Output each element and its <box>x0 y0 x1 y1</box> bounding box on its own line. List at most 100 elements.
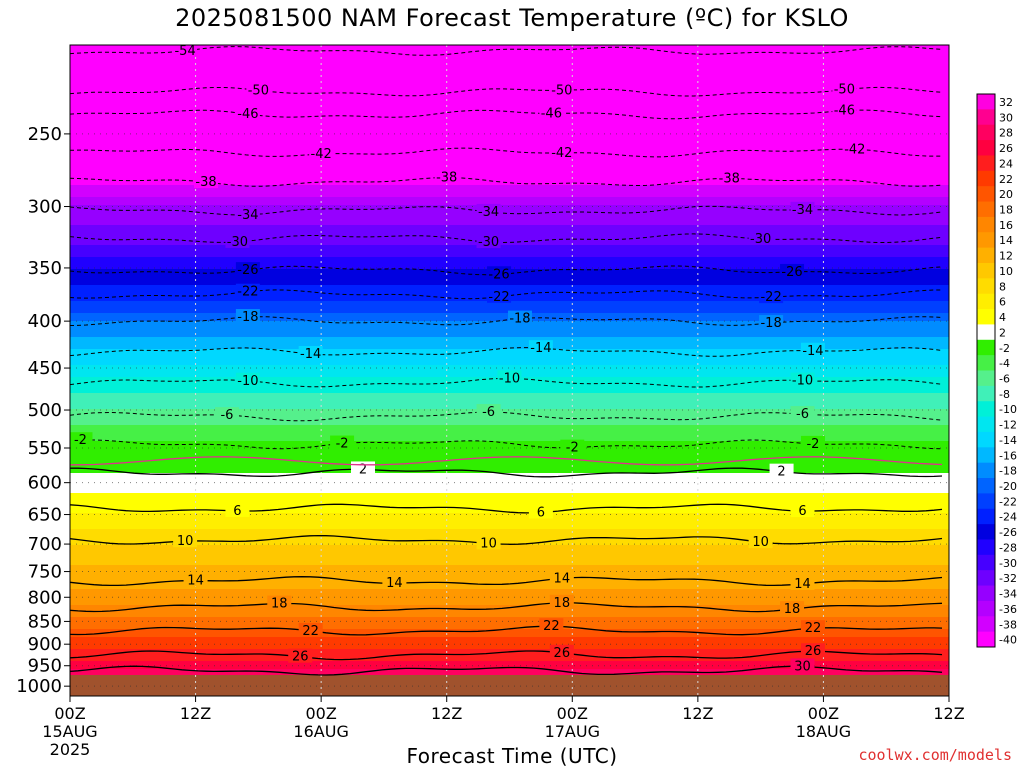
x-tick-year: 2025 <box>50 740 91 759</box>
contour-label: -46 <box>541 106 562 121</box>
chart-title: 2025081500 NAM Forecast Temperature (ºC)… <box>175 4 849 32</box>
contour-label-bg <box>235 283 260 298</box>
contour-line <box>70 534 943 545</box>
contour-label: 22 <box>805 621 822 636</box>
contour-label-bg <box>70 432 93 447</box>
temperature-band <box>70 337 949 342</box>
colorbar-label: 28 <box>999 127 1013 140</box>
contour-label: -34 <box>792 203 813 218</box>
contour-label: -30 <box>227 235 248 250</box>
temperature-band <box>70 637 949 642</box>
temperature-band <box>70 237 949 242</box>
temperature-band <box>70 105 949 110</box>
temperature-band <box>70 213 949 218</box>
temperature-band <box>70 449 949 454</box>
colorbar-label: -6 <box>999 372 1010 385</box>
temperature-band <box>70 437 949 442</box>
colorbar-swatch <box>977 585 995 602</box>
colorbar-swatch <box>977 324 995 341</box>
contour-label: -10 <box>237 374 258 389</box>
temperature-band <box>70 433 949 438</box>
contour-line <box>70 347 943 357</box>
temperature-band <box>70 353 949 358</box>
temperature-band <box>70 205 949 210</box>
colorbar-label: 6 <box>999 296 1006 309</box>
temperature-band <box>70 425 949 430</box>
temperature-band <box>70 485 949 490</box>
colorbar-swatch <box>977 370 995 387</box>
y-tick-label: 600 <box>28 473 62 494</box>
colorbar-label: 30 <box>999 111 1013 124</box>
colorbar-label: -4 <box>999 357 1010 370</box>
contour-label: -18 <box>760 316 781 331</box>
temperature-band <box>70 77 949 82</box>
temperature-band <box>70 73 949 78</box>
colorbar-label: -36 <box>999 603 1017 616</box>
temperature-band <box>70 481 949 486</box>
colorbar-label: 4 <box>999 311 1006 324</box>
colorbar-swatch <box>977 631 995 648</box>
colorbar-label: 24 <box>999 157 1013 170</box>
contour-label-bg <box>790 575 815 590</box>
contour-label: -42 <box>311 147 332 162</box>
colorbar-label: -26 <box>999 526 1017 539</box>
temperature-band <box>70 441 949 446</box>
temperature-band <box>70 601 949 606</box>
colorbar-swatch <box>977 462 995 479</box>
temperature-band <box>70 549 949 554</box>
colorbar-label: -12 <box>999 419 1017 432</box>
contour-label-bg <box>748 230 773 245</box>
colorbar-swatch <box>977 140 995 156</box>
temperature-band <box>70 537 949 542</box>
colorbar-swatch <box>977 524 995 540</box>
contour-label-bg <box>309 146 334 161</box>
temperature-band <box>70 409 949 414</box>
x-tick-date: 17AUG <box>545 722 600 741</box>
colorbar-label: -18 <box>999 465 1017 478</box>
contour-label-bg <box>528 504 553 519</box>
colorbar-swatch <box>977 124 995 141</box>
x-tick-label: 00Z <box>54 704 85 723</box>
x-tick-label: 00Z <box>557 704 588 723</box>
contour-label: 22 <box>302 624 319 639</box>
temperature-band <box>70 469 949 474</box>
temperature-band <box>70 477 949 482</box>
temperature-band <box>70 141 949 146</box>
contour-label: -34 <box>237 208 258 223</box>
contour-label: 18 <box>784 602 801 617</box>
temperature-band <box>70 345 949 350</box>
plot-frame <box>69 44 950 697</box>
contour-label-bg <box>790 406 815 421</box>
contour-line <box>70 109 943 120</box>
temperature-band <box>70 497 949 502</box>
colorbar-swatch <box>977 385 995 402</box>
temperature-band <box>70 413 949 418</box>
temperature-band <box>70 669 949 674</box>
contour-label: -2 <box>336 437 349 452</box>
contour-label-bg <box>759 289 784 304</box>
temperature-band <box>70 133 949 138</box>
contour-label-bg <box>790 658 815 673</box>
colorbar-label: -8 <box>999 388 1010 401</box>
temperature-band <box>70 421 949 426</box>
temperature-band <box>70 349 949 354</box>
colorbar-label: -40 <box>999 634 1017 647</box>
temperature-band <box>70 249 949 254</box>
temperature-band <box>70 365 949 370</box>
y-tick-label: 350 <box>28 258 62 279</box>
contour-label-bg <box>235 106 260 121</box>
temperature-band <box>70 101 949 106</box>
contour-line <box>70 439 943 450</box>
temperature-band <box>70 49 949 54</box>
y-tick-label: 400 <box>28 311 62 332</box>
contour-label-bg <box>790 503 815 518</box>
contour-label: -14 <box>802 344 823 359</box>
temperature-band <box>70 493 949 498</box>
temperature-band <box>70 429 949 434</box>
contour-label: -26 <box>488 267 509 282</box>
contour-label: -42 <box>844 142 865 157</box>
contour-label: -10 <box>792 374 813 389</box>
contour-label: 18 <box>554 596 571 611</box>
contour-line <box>70 233 943 244</box>
temperature-band <box>70 465 949 470</box>
